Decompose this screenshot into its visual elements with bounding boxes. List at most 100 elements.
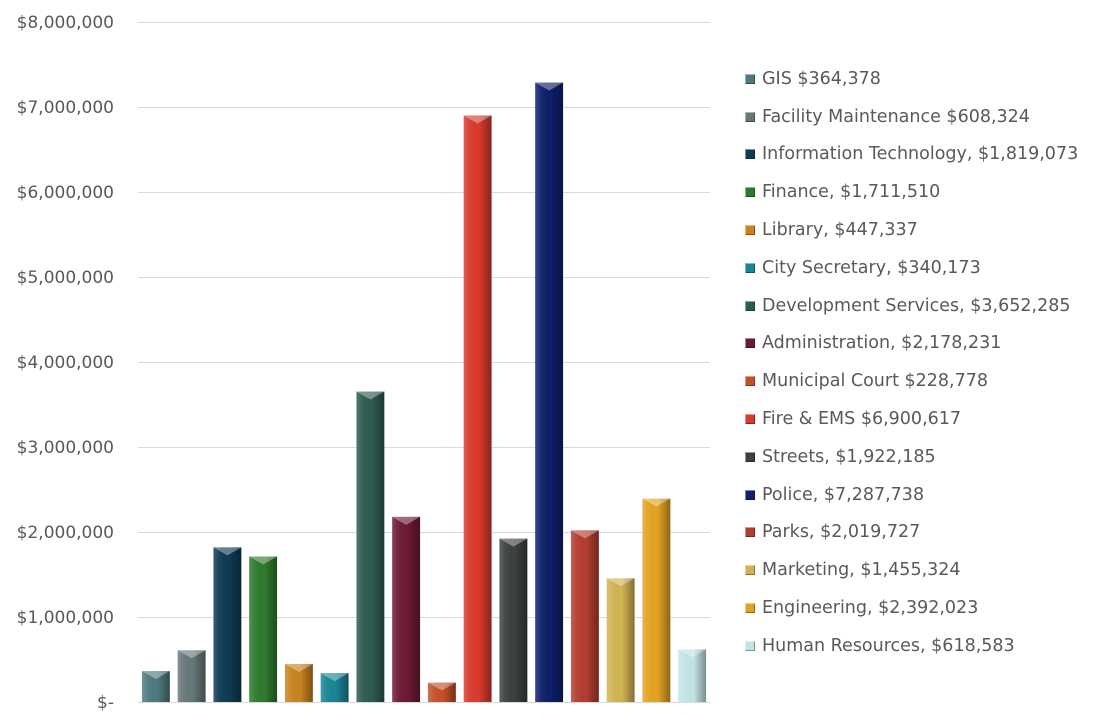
bar-bevel	[213, 547, 242, 556]
legend-item: Library, $447,337	[745, 211, 1090, 249]
y-tick-label: $3,000,000	[17, 438, 114, 458]
bar-shading	[213, 547, 242, 702]
bar-shading	[463, 115, 492, 702]
legend-swatch	[745, 451, 755, 462]
legend-item: Finance, $1,711,510	[745, 173, 1090, 211]
legend-item: Parks, $2,019,727	[745, 514, 1090, 552]
y-tick-label: $6,000,000	[17, 183, 114, 203]
bar-administration	[392, 516, 421, 702]
legend-label: Administration, $2,178,231	[762, 333, 1002, 354]
legend-swatch	[745, 527, 755, 538]
bar-shading	[392, 516, 421, 702]
bar-shading	[499, 538, 528, 702]
bar-finance	[249, 556, 278, 702]
legend-swatch	[745, 565, 755, 576]
bar-bevel	[535, 82, 564, 91]
legend-swatch	[745, 149, 755, 160]
bar-shading	[678, 649, 707, 702]
legend-item: Marketing, $1,455,324	[745, 551, 1090, 589]
legend-item: Streets, $1,922,185	[745, 438, 1090, 476]
legend-swatch	[745, 300, 755, 311]
bar-shading	[427, 682, 456, 702]
bar-streets	[499, 538, 528, 702]
bar-marketing	[606, 578, 635, 702]
bar-shading	[570, 530, 599, 702]
bar-facility-maintenance	[177, 650, 206, 702]
legend-swatch	[745, 111, 755, 122]
bar-fire-ems	[463, 115, 492, 702]
legend-swatch	[745, 376, 755, 387]
bar-bevel	[499, 538, 528, 547]
legend-swatch	[745, 414, 755, 425]
bar-bevel	[320, 673, 349, 682]
bar-bevel	[642, 498, 671, 507]
legend-label: Facility Maintenance $608,324	[762, 106, 1030, 127]
legend-label: Information Technology, $1,819,073	[762, 144, 1079, 165]
bar-engineering	[642, 498, 671, 702]
bar-bevel	[606, 578, 635, 587]
bar-bevel	[392, 516, 421, 525]
bars	[141, 82, 707, 703]
legend: GIS $364,378 Facility Maintenance $608,32…	[745, 60, 1090, 665]
legend-item: GIS $364,378	[745, 60, 1090, 98]
y-tick-label: $2,000,000	[17, 523, 114, 543]
legend-label: Police, $7,287,738	[762, 484, 925, 505]
bar-shading	[177, 650, 206, 702]
bar-shading	[535, 82, 564, 703]
bar-development-services	[356, 391, 385, 702]
bar-police	[535, 82, 564, 703]
bar-bevel	[356, 391, 385, 400]
legend-label: Streets, $1,922,185	[762, 446, 936, 467]
y-tick-label: $4,000,000	[17, 353, 114, 373]
bar-parks	[570, 530, 599, 702]
bar-bevel	[249, 556, 278, 565]
legend-label: City Secretary, $340,173	[762, 257, 981, 278]
legend-label: Human Resources, $618,583	[762, 635, 1015, 656]
legend-item: Facility Maintenance $608,324	[745, 98, 1090, 136]
bar-shading	[141, 671, 170, 702]
legend-swatch	[745, 225, 755, 236]
y-tick-label: $7,000,000	[17, 98, 114, 118]
bar-bevel	[141, 671, 170, 680]
bar-bevel	[284, 663, 313, 672]
bar-shading	[284, 663, 313, 702]
legend-swatch	[745, 489, 755, 500]
bar-shading	[606, 578, 635, 702]
y-tick-label: $5,000,000	[17, 268, 114, 288]
legend-item: Human Resources, $618,583	[745, 627, 1090, 665]
bar-shading	[642, 498, 671, 702]
bar-library	[284, 663, 313, 702]
bar-city-secretary	[320, 673, 349, 702]
y-tick-label: $8,000,000	[17, 13, 114, 33]
legend-swatch	[745, 187, 755, 198]
y-tick-label: $1,000,000	[17, 608, 114, 628]
bar-shading	[320, 673, 349, 702]
legend-label: Library, $447,337	[762, 220, 918, 241]
bar-human-resources	[678, 649, 707, 702]
legend-item: Fire & EMS $6,900,617	[745, 400, 1090, 438]
bar-gis	[141, 671, 170, 702]
bar-information-technology	[213, 547, 242, 702]
bar-bevel	[570, 530, 599, 539]
legend-item: Administration, $2,178,231	[745, 325, 1090, 363]
legend-item: Municipal Court $228,778	[745, 362, 1090, 400]
bar-bevel	[463, 115, 492, 124]
bar-bevel	[427, 682, 456, 691]
legend-label: Municipal Court $228,778	[762, 371, 989, 392]
legend-label: GIS $364,378	[762, 68, 881, 89]
legend-item: Police, $7,287,738	[745, 476, 1090, 514]
legend-item: Engineering, $2,392,023	[745, 589, 1090, 627]
legend-item: Development Services, $3,652,285	[745, 287, 1090, 325]
legend-item: Information Technology, $1,819,073	[745, 136, 1090, 174]
legend-swatch	[745, 73, 755, 84]
bar-shading	[356, 391, 385, 702]
legend-label: Finance, $1,711,510	[762, 182, 941, 203]
legend-label: Parks, $2,019,727	[762, 522, 921, 543]
y-tick-label: $-	[97, 693, 114, 713]
bar-bevel	[177, 650, 206, 659]
legend-swatch	[745, 603, 755, 614]
bar-shading	[249, 556, 278, 702]
legend-label: Development Services, $3,652,285	[762, 295, 1071, 316]
legend-swatch	[745, 640, 755, 651]
